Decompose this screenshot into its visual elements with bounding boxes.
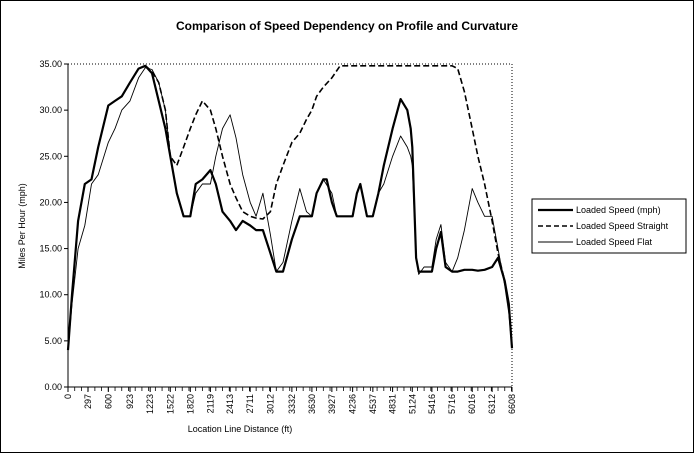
y-tick-label: 0.00 (44, 382, 62, 392)
series-group (66, 64, 514, 351)
x-tick-label: 6608 (507, 394, 517, 414)
x-tick-label: 6016 (467, 394, 477, 414)
legend-label-loaded-speed-flat: Loaded Speed Flat (576, 237, 653, 247)
y-tick-label: 20.00 (39, 197, 62, 207)
series-line-loaded-speed-mph (66, 64, 514, 351)
x-axis-label: Location Line Distance (ft) (188, 424, 293, 434)
x-axis: 0 297 600 923 1223 1522 1820 2119 2413 2711 3012 33… (63, 386, 517, 414)
legend: Loaded Speed (mph) Loaded Speed Straight… (531, 198, 687, 254)
series-line-loaded-speed-straight (144, 65, 513, 349)
x-tick-label: 1223 (145, 394, 155, 414)
x-tick-label: 600 (103, 394, 113, 409)
x-tick-label: 5124 (407, 394, 417, 414)
x-tick-label: 3332 (287, 394, 297, 414)
x-tick-label: 2413 (225, 394, 235, 414)
y-tick-label: 10.00 (39, 290, 62, 300)
y-tick-label: 25.00 (39, 151, 62, 161)
y-axis-label: Miles Per Hour (mph) (17, 183, 27, 269)
legend-label-loaded-speed: Loaded Speed (mph) (576, 205, 661, 215)
x-tick-label: 4537 (368, 394, 378, 414)
x-tick-label: 2119 (205, 394, 215, 413)
x-tick-label: 3012 (265, 394, 275, 414)
plot-area-border (67, 63, 513, 388)
x-tick-label: 5416 (427, 394, 437, 414)
x-tick-label: 4831 (388, 394, 398, 414)
x-tick-label: 3927 (327, 394, 337, 414)
x-tick-label: 4236 (348, 394, 358, 414)
x-tick-label: 5716 (447, 394, 457, 414)
chart-title: Comparison of Speed Dependency on Profil… (176, 19, 518, 33)
y-tick-label: 5.00 (44, 336, 62, 346)
x-tick-label: 1820 (185, 394, 195, 414)
y-axis: 0.00 5.00 10.00 15.00 20.00 25.00 30.00 35.00 (39, 59, 69, 392)
x-tick-label: 297 (83, 394, 93, 409)
y-tick-label: 30.00 (39, 105, 62, 115)
x-tick-label: 6312 (487, 394, 497, 414)
x-tick-label: 1522 (165, 394, 175, 414)
x-tick-label: 923 (125, 394, 135, 409)
x-tick-label: 3630 (307, 394, 317, 414)
series-line-loaded-speed-flat (67, 67, 513, 351)
y-tick-label: 15.00 (39, 244, 62, 254)
legend-label-loaded-speed-straight: Loaded Speed Straight (576, 221, 669, 231)
x-tick-label: 2711 (245, 394, 255, 413)
x-tick-label: 0 (63, 394, 73, 399)
y-tick-label: 35.00 (39, 59, 62, 69)
